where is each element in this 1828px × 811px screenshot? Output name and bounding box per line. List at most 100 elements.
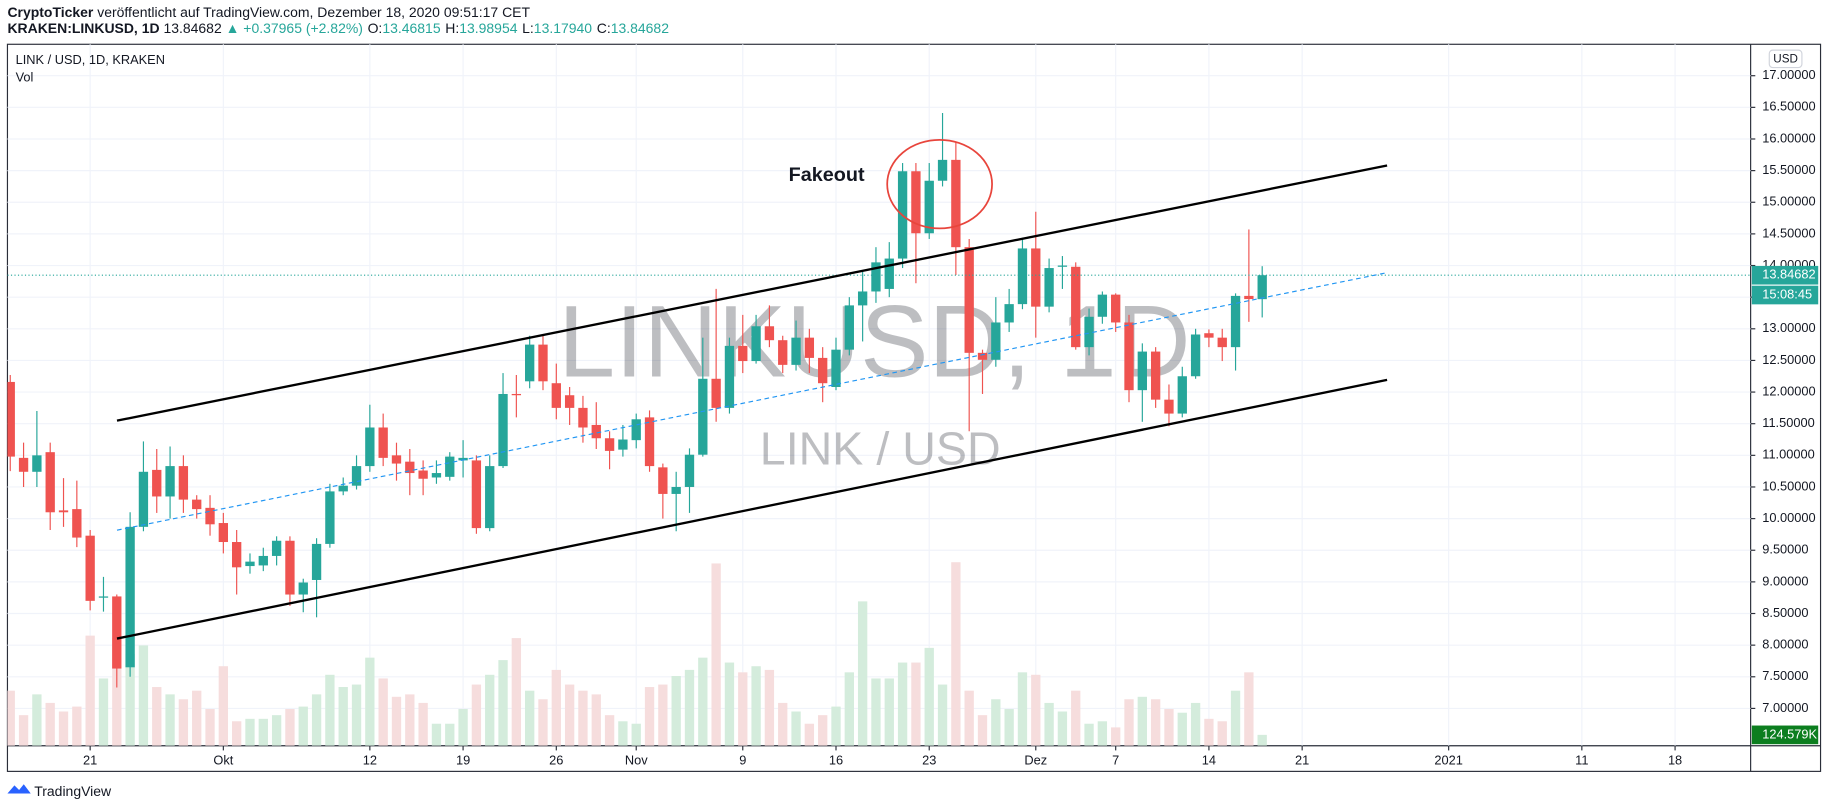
x-tick-label: 21 [1295,752,1309,767]
volume-bar [378,678,388,746]
y-tick-label: 8.00000 [1762,637,1808,652]
volume-bar [98,678,109,746]
volume-bar [178,699,189,746]
volume-bar [418,702,428,746]
candle-body [1204,333,1214,338]
currency-box[interactable] [1768,49,1803,69]
ohlc-value: 13.84682 [611,20,669,36]
y-tick-label: 11.00000 [1762,447,1814,462]
published: veröffentlicht auf TradingView.com, Deze… [97,4,530,20]
grid [7,44,1751,746]
change: ▲ +0.37965 (+2.82%) [226,20,363,36]
volume-bar [818,715,828,746]
brand-logo [7,784,31,794]
volume-bar [485,674,495,746]
y-tick-label: 12.00000 [1762,383,1815,398]
volume-bar [405,694,415,746]
x-tick-label: 12 [363,752,377,767]
volume-bar [671,676,681,746]
volume-bar [604,715,615,746]
candle-body [1124,322,1134,391]
volume-bar [924,647,934,746]
candle-body [1177,376,1187,414]
volume-bar [165,694,175,746]
plot: LINKUSD, 1D LINK / USD Fakeout [7,113,1751,746]
x-tick-label: 23 [922,752,936,767]
volume-bar [1004,709,1014,746]
candle-body [1044,268,1054,307]
volume-bar [58,711,69,746]
y-tick-label: 15.50000 [1762,162,1815,177]
candle-body [338,485,348,492]
candle-body [271,540,282,556]
last: 13.84682 [163,20,221,36]
volume-bar [1111,727,1121,746]
candle-body [112,596,122,669]
annotation: Fakeout [789,164,865,186]
volume-bar [391,696,402,746]
header-line-1: CryptoTicker veröffentlicht auf TradingV… [7,4,530,20]
candle-body [964,247,974,353]
volume-bar [445,723,455,746]
volume-pane [7,562,1267,746]
volume-bar [684,669,695,746]
volume-bar [1217,721,1227,746]
candle-body [1164,399,1174,414]
ohlc-value: 13.17940 [534,20,592,36]
volume-bar [1244,672,1254,746]
volume-bar [152,687,162,746]
ohlc-value: 13.98954 [459,20,517,36]
symbol: KRAKEN:LINKUSD, 1D [7,20,159,36]
volume-bar [937,684,948,746]
y-tick-label: 8.50000 [1762,605,1808,620]
y-tick-label: 13.00000 [1762,320,1815,335]
volume-bar [7,690,15,746]
candle-body [551,383,561,408]
candle-body [178,466,189,500]
candle-body [884,258,894,289]
volume-bar [45,702,55,746]
volume-bar [631,723,641,746]
candle-body [818,357,828,384]
volume-bar [325,674,335,746]
volume-bar [658,684,668,746]
y-tick-label: 17.00000 [1762,67,1815,82]
volume-bar [1031,674,1041,746]
volume-bar [1017,672,1028,746]
candle-body [351,466,362,486]
volume-bar [311,694,322,746]
candle-body [405,461,415,474]
volume-bar [232,721,242,746]
volume-bar [778,702,788,746]
x-tick-label: 2021 [1434,752,1462,767]
candle-body [911,171,921,234]
brand: TradingView [34,783,112,799]
y-tick-label: 12.50000 [1762,352,1815,367]
candle-body [618,439,628,450]
currency[interactable]: USD [1773,53,1798,66]
volume-bar [192,690,202,746]
volume-bar [538,699,548,746]
volume-bar [1257,734,1267,746]
candle-body [1057,265,1068,267]
countdown: 15:08:45 [1762,286,1812,301]
candle-body [871,262,881,292]
candle-body [431,473,442,478]
volume-bar [85,635,95,746]
candle-body [591,424,601,439]
ohlc-label: C: [597,20,611,36]
volume-bar [897,662,908,746]
candle-body [1137,351,1147,391]
volume-bar [525,690,535,746]
x-tick-label: 18 [1668,752,1682,767]
x-tick-label: 21 [83,752,97,767]
candle-body [152,469,162,497]
volume-bar [804,723,815,746]
y-tick-label: 10.50000 [1762,478,1815,493]
candle-body [751,326,761,362]
candle-body [458,457,468,461]
candle-body [1071,266,1081,348]
last-price: 13.84682 [1762,267,1815,282]
candle-body [578,407,588,428]
volume-bar [911,662,921,746]
